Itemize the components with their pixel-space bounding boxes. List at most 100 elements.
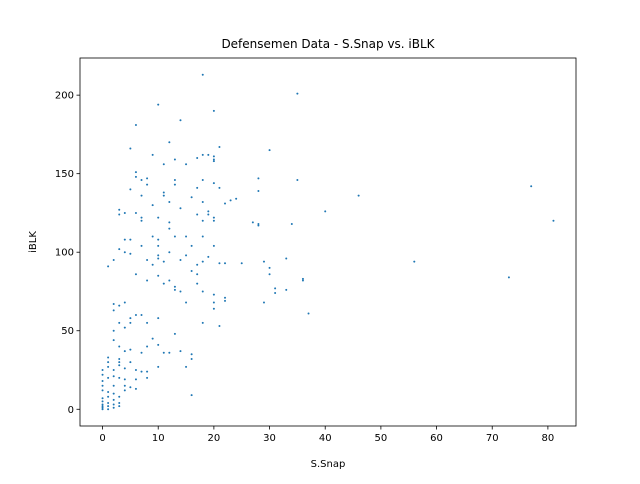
point [101,408,104,411]
point [107,265,110,268]
point [296,178,299,181]
point [107,356,110,359]
point [301,279,304,282]
x-tick-label: 70 [486,433,499,444]
point [190,394,193,397]
point [268,273,271,276]
point [140,219,143,222]
point [212,160,215,163]
point [134,171,137,174]
point [224,296,227,299]
point [162,163,165,166]
point [207,210,210,213]
point [162,351,165,354]
point [212,293,215,296]
point [185,254,188,257]
point [168,200,171,203]
point [140,244,143,247]
plot-frame [79,57,577,427]
point [151,235,154,238]
point [129,252,132,255]
point [201,219,204,222]
point [140,370,143,373]
point [112,406,115,409]
x-axis-label: S.Snap [311,459,346,470]
point [129,348,132,351]
point [212,301,215,304]
point [123,238,126,241]
point [112,369,115,372]
point [112,375,115,378]
point [157,244,160,247]
point [146,345,149,348]
point [118,304,121,307]
point [207,213,210,216]
point [357,194,360,197]
point [224,202,227,205]
point [212,158,215,161]
chart-title: Defensemen Data - S.Snap vs. iBLK [221,37,435,51]
point [157,257,160,260]
point [118,213,121,216]
point [101,405,104,408]
point [118,361,121,364]
point [201,153,204,156]
point [196,282,199,285]
point [162,260,165,263]
point [112,384,115,387]
y-tick-label: 150 [55,169,74,180]
point [123,384,126,387]
x-tick-label: 50 [375,433,388,444]
point [413,260,416,263]
point [118,345,121,348]
point [201,73,204,76]
point [146,376,149,379]
point [229,199,232,202]
x-tick-label: 0 [99,433,105,444]
point [190,358,193,361]
point [179,350,182,353]
point [179,207,182,210]
point [129,361,132,364]
point [168,227,171,230]
point [185,235,188,238]
point [112,392,115,395]
point [129,188,132,191]
point [196,263,199,266]
point [324,210,327,213]
y-tick-label: 100 [55,248,74,259]
point [268,149,271,152]
point [168,251,171,254]
point [235,197,238,200]
point [201,178,204,181]
point [146,370,149,373]
point [101,373,104,376]
point [218,145,221,148]
point [157,274,160,277]
point [101,406,104,409]
point [173,178,176,181]
point [134,387,137,390]
point [157,216,160,219]
point [218,262,221,265]
point [157,343,160,346]
point [212,244,215,247]
point [118,248,121,251]
point [285,288,288,291]
point [123,389,126,392]
point [134,175,137,178]
y-tick-label: 50 [61,326,74,337]
point [162,282,165,285]
point [185,301,188,304]
y-axis-label: iBLK [28,231,39,253]
point [157,238,160,241]
point [134,273,137,276]
point [190,353,193,356]
point [552,219,555,222]
point [296,92,299,95]
point [146,259,149,262]
x-tick-label: 60 [430,433,443,444]
x-tick-label: 40 [319,433,332,444]
point [168,351,171,354]
